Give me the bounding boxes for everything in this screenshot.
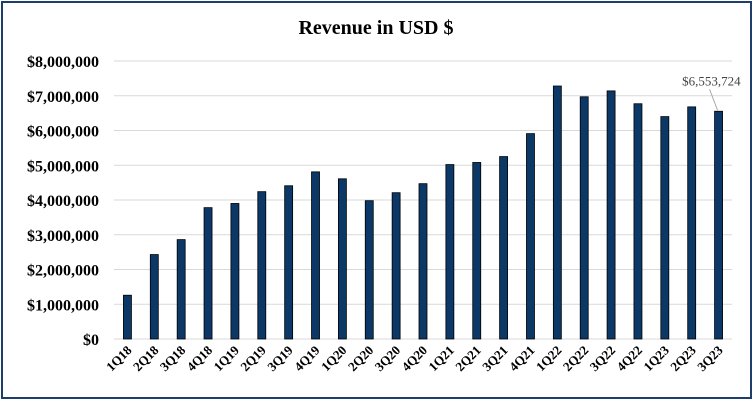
bar-1Q23 (660, 116, 670, 340)
x-tick-label: 1Q22 (533, 343, 565, 375)
y-tick-label: $6,000,000 (27, 124, 99, 141)
bar-1Q18 (123, 294, 132, 340)
x-tick-label: 2Q20 (345, 343, 377, 375)
y-tick-label: $2,000,000 (27, 263, 99, 280)
x-tick-label: 4Q22 (614, 343, 646, 375)
bar-2Q18 (149, 254, 159, 340)
data-label-leader-line (709, 89, 719, 111)
x-tick-label: 4Q21 (506, 343, 538, 375)
x-tick-label: 3Q19 (264, 342, 296, 374)
bar-4Q22 (633, 103, 643, 340)
bar-3Q19 (284, 185, 294, 340)
x-tick-label: 1Q23 (640, 342, 672, 374)
x-tick-label: 3Q22 (587, 343, 619, 375)
x-tick-label: 3Q20 (372, 343, 404, 375)
y-tick-label: $4,000,000 (27, 193, 99, 210)
x-tick-label: 4Q20 (399, 343, 431, 375)
x-tick-label: 4Q18 (184, 342, 216, 374)
bar-1Q21 (445, 164, 455, 340)
bar-4Q19 (311, 171, 320, 340)
x-tick-label: 1Q19 (210, 342, 242, 374)
y-tick-label: $5,000,000 (27, 158, 99, 175)
y-tick-label: $3,000,000 (27, 228, 99, 245)
bar-1Q22 (552, 85, 562, 340)
bar-1Q20 (337, 178, 347, 340)
x-tick-label: 3Q23 (694, 342, 726, 374)
bar-3Q21 (499, 156, 509, 340)
x-tick-label: 2Q22 (560, 343, 592, 375)
bar-3Q20 (391, 192, 401, 340)
x-tick-label: 2Q23 (667, 342, 699, 374)
y-tick-label: $7,000,000 (27, 89, 99, 106)
bar-3Q22 (606, 90, 616, 340)
x-tick-label: 1Q20 (318, 343, 350, 375)
bar-2Q19 (257, 191, 267, 340)
data-label: $6,553,724 (682, 73, 741, 88)
bar-4Q20 (418, 183, 428, 340)
bar-4Q18 (203, 207, 213, 340)
bar-3Q18 (176, 239, 186, 340)
y-tick-label: $1,000,000 (27, 297, 99, 314)
bar-2Q21 (472, 162, 482, 340)
x-tick-label: 3Q21 (479, 343, 511, 375)
x-tick-label: 2Q21 (452, 343, 484, 375)
chart-title: Revenue in USD $ (298, 17, 453, 39)
y-tick-label: $0 (83, 332, 99, 349)
x-tick-label: 2Q19 (237, 342, 269, 374)
bar-2Q22 (579, 96, 589, 340)
bar-3Q23 (714, 110, 723, 340)
x-tick-label: 2Q18 (130, 342, 162, 374)
bar-2Q23 (687, 106, 697, 340)
bar-4Q21 (526, 133, 535, 340)
x-tick-label: 4Q19 (291, 342, 323, 374)
x-tick-label: 1Q21 (425, 343, 457, 375)
x-tick-label: 3Q18 (157, 342, 189, 374)
y-tick-label: $8,000,000 (27, 54, 99, 71)
bar-1Q19 (230, 203, 240, 340)
x-tick-label: 1Q18 (103, 342, 135, 374)
bar-2Q20 (364, 200, 374, 340)
